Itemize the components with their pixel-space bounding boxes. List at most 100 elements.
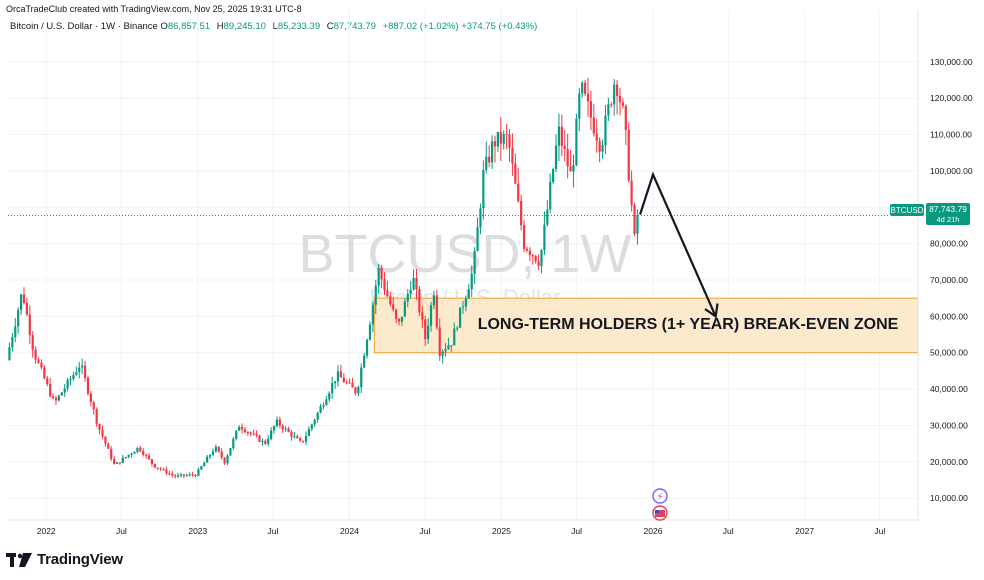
candle-body xyxy=(575,118,578,166)
candle-body xyxy=(473,251,476,274)
event-icons[interactable]: ⚡ xyxy=(652,488,668,521)
candle-body xyxy=(14,326,17,338)
candle-body xyxy=(395,309,398,319)
candle-body xyxy=(610,104,613,106)
candle-body xyxy=(168,473,171,475)
candle-body xyxy=(601,145,604,152)
price-tag-bg xyxy=(926,203,970,225)
candle-body xyxy=(406,293,409,302)
candle-body xyxy=(397,318,401,322)
y-tick-label: 100,000.00 xyxy=(930,166,973,176)
candle-body xyxy=(290,431,293,437)
candle-body xyxy=(360,367,363,388)
candle-body xyxy=(363,355,366,368)
candle-body xyxy=(502,134,505,144)
candle-body xyxy=(28,314,31,336)
candle-body xyxy=(110,448,113,459)
candle-body xyxy=(25,302,28,315)
x-tick-label: 2025 xyxy=(492,526,511,536)
candle-body xyxy=(476,227,479,252)
candle-body xyxy=(319,406,322,413)
candle-body xyxy=(130,453,133,455)
candle-body xyxy=(427,325,430,340)
candle-body xyxy=(418,289,421,313)
candle-body xyxy=(508,134,511,148)
candle-body xyxy=(89,393,92,403)
candle-body xyxy=(235,430,238,439)
break-even-zone[interactable] xyxy=(373,297,919,354)
y-tick-label: 110,000.00 xyxy=(930,130,972,140)
candle-body xyxy=(490,141,494,163)
candle-body xyxy=(479,208,482,228)
candle-body xyxy=(162,469,165,471)
candle-body xyxy=(586,93,590,102)
candle-body xyxy=(22,294,26,303)
y-tick-label: 40,000.00 xyxy=(930,384,968,394)
candle-body xyxy=(194,474,197,476)
candle-body xyxy=(511,147,514,164)
candle-body xyxy=(386,290,389,297)
candle-body xyxy=(525,248,529,251)
candle-body xyxy=(124,457,127,459)
candle-body xyxy=(400,316,404,322)
candle-body xyxy=(267,439,270,444)
candle-body xyxy=(552,169,555,183)
symbol-description[interactable]: Bitcoin / U.S. Dollar · 1W · Binance xyxy=(10,21,158,32)
candle-body xyxy=(566,148,569,167)
x-tick-label: Jul xyxy=(116,526,127,536)
price-tag-countdown: 4d 21h xyxy=(937,215,960,224)
candle-body xyxy=(284,428,287,430)
candle-body xyxy=(336,371,340,382)
candle-body xyxy=(17,310,20,327)
candle-body xyxy=(595,133,598,141)
event-icon-crypto[interactable] xyxy=(652,488,668,504)
candle-body xyxy=(450,345,453,347)
candle-body xyxy=(572,165,575,172)
footer: TradingView xyxy=(0,543,984,580)
candle-body xyxy=(618,95,622,103)
candle-body xyxy=(520,201,523,226)
x-tick-label: 2027 xyxy=(795,526,814,536)
candle-body xyxy=(517,183,520,202)
candle-body xyxy=(37,359,40,363)
candle-body xyxy=(217,446,220,452)
candle-body xyxy=(214,446,217,452)
candle-body xyxy=(636,215,639,234)
projection-arrow[interactable] xyxy=(639,171,717,317)
candle-body xyxy=(19,294,23,311)
candle-body xyxy=(438,327,441,356)
candle-body xyxy=(493,141,497,147)
candle-body xyxy=(557,126,561,146)
candle-body xyxy=(540,250,543,266)
candle-body xyxy=(313,419,316,425)
candle-body xyxy=(258,435,261,442)
candle-body xyxy=(272,426,276,431)
candle-body xyxy=(293,436,296,438)
candle-body xyxy=(139,447,142,451)
candle-body xyxy=(51,396,55,398)
candle-body xyxy=(499,131,502,144)
candle-body xyxy=(482,169,485,209)
candle-body xyxy=(281,425,284,430)
candle-body xyxy=(223,457,226,464)
candle-body xyxy=(142,450,145,455)
candle-body xyxy=(371,304,374,325)
candle-body xyxy=(522,225,526,249)
candle-body xyxy=(578,93,581,119)
candle-body xyxy=(461,306,465,308)
candles xyxy=(8,77,639,479)
candle-body xyxy=(432,295,436,306)
candle-body xyxy=(365,339,369,356)
candle-body xyxy=(621,102,625,106)
candle-body xyxy=(581,82,584,94)
candle-body xyxy=(307,429,311,436)
candle-body xyxy=(229,448,232,456)
candle-body xyxy=(342,377,345,383)
candle-body xyxy=(351,382,354,388)
candle-body xyxy=(197,469,200,476)
candle-body xyxy=(543,224,546,251)
tradingview-logo[interactable]: TradingView xyxy=(6,551,123,568)
candle-body xyxy=(278,419,281,426)
candle-body xyxy=(238,426,241,431)
